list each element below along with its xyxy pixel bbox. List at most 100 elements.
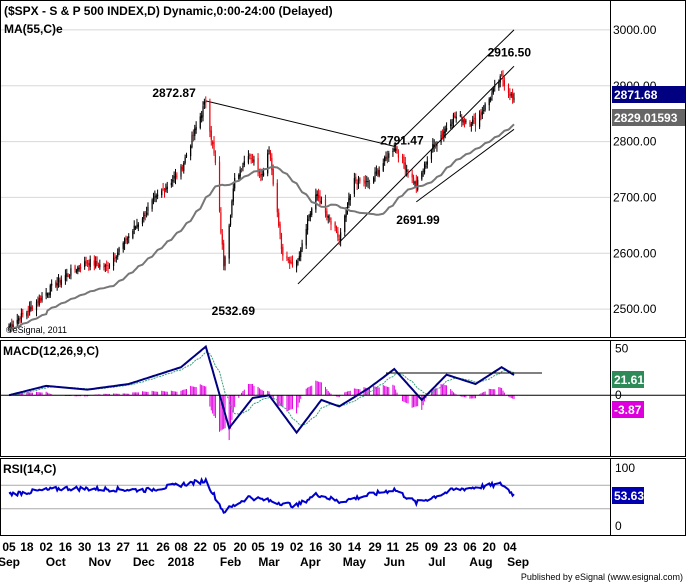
price-annotation: 2532.69 — [212, 304, 256, 318]
candle — [498, 79, 500, 91]
candle — [166, 181, 168, 194]
watermark: ©eSignal, 2011 — [6, 325, 67, 335]
candle — [472, 115, 474, 126]
candle — [412, 174, 415, 185]
candle — [86, 259, 89, 268]
candle — [295, 259, 298, 273]
candle — [327, 214, 329, 224]
x-day-label: 26 — [156, 540, 170, 554]
candle — [378, 166, 380, 178]
candle — [195, 121, 197, 134]
candle — [115, 255, 117, 263]
candle — [99, 259, 101, 270]
candle — [455, 111, 457, 123]
candle — [404, 156, 406, 176]
ma-value-box — [612, 109, 685, 126]
candle — [161, 188, 163, 198]
macd-tick-label: 50 — [615, 341, 629, 355]
candle — [117, 248, 119, 260]
candle — [423, 161, 426, 175]
ma-label: MA(55,C)e — [4, 22, 63, 36]
candle — [126, 236, 128, 245]
candle — [48, 292, 50, 299]
candle — [202, 101, 204, 122]
candle — [297, 258, 299, 266]
candle — [56, 277, 58, 291]
candle — [353, 172, 355, 197]
candle — [282, 243, 284, 261]
candle — [29, 301, 31, 316]
candle — [212, 140, 214, 149]
rsi-value-box — [612, 487, 644, 504]
candle — [231, 199, 233, 218]
candle — [272, 164, 274, 187]
x-month-label: Aug — [469, 555, 492, 569]
price-tick-label: 2700.00 — [613, 190, 657, 204]
candle — [201, 110, 203, 123]
macd-tick-labels: 50 0 — [615, 341, 629, 402]
candle — [443, 126, 445, 142]
candle — [462, 118, 464, 126]
candle — [319, 190, 321, 206]
candle — [403, 154, 405, 169]
x-day-label: 27 — [117, 540, 131, 554]
candle — [97, 262, 100, 268]
candle — [491, 88, 493, 101]
price-tick-label: 3000.00 — [613, 23, 657, 37]
hist-value-box — [612, 401, 644, 418]
candle — [70, 264, 72, 280]
candle — [84, 256, 86, 270]
rsi-tick-label: 0 — [615, 519, 622, 533]
candle — [396, 145, 398, 154]
candle — [334, 221, 336, 232]
candle — [60, 275, 62, 288]
x-day-label: 13 — [97, 540, 111, 554]
candle — [499, 74, 501, 88]
candle — [209, 98, 211, 138]
footer-credit: Published by eSignal (www.esignal.com) — [521, 572, 683, 582]
candle — [165, 183, 167, 193]
candle — [37, 296, 39, 307]
macd-value: 21.61 — [614, 373, 644, 387]
candle — [478, 110, 481, 130]
candle — [363, 176, 365, 187]
candle — [318, 188, 320, 202]
candle — [79, 263, 82, 273]
candle — [382, 158, 384, 172]
x-day-label: 25 — [405, 540, 419, 554]
x-month-label: Dec — [133, 555, 155, 569]
candle — [163, 187, 166, 198]
x-day-label: 02 — [39, 540, 53, 554]
candle — [417, 176, 419, 192]
macd-tick-label: 0 — [615, 388, 622, 402]
candle — [395, 142, 397, 154]
candle — [30, 300, 32, 312]
candle — [480, 109, 482, 121]
candle — [134, 225, 137, 230]
candle — [147, 202, 149, 216]
candle — [483, 105, 485, 115]
price-annotation: 2791.47 — [380, 133, 424, 147]
price-annotations: 2872.87 2916.50 2791.47 2691.99 2532.69 — [152, 46, 531, 318]
candle — [213, 136, 215, 156]
candle — [122, 241, 124, 253]
candle — [503, 76, 505, 91]
trend-line — [205, 100, 395, 147]
candle — [463, 117, 466, 128]
candle — [238, 173, 240, 181]
candle — [249, 153, 251, 160]
price-tick-labels: 3000.002900.002800.002700.002600.002500.… — [613, 23, 657, 316]
candle — [45, 287, 47, 300]
x-month-label: May — [343, 555, 367, 569]
candle — [289, 256, 291, 270]
candle — [335, 225, 338, 234]
candle — [229, 214, 232, 227]
x-month-label: Apr — [300, 555, 321, 569]
candle — [481, 106, 483, 120]
candle — [397, 149, 400, 163]
trend-line — [416, 128, 515, 203]
candle — [329, 214, 331, 223]
candle — [239, 166, 241, 179]
candle — [356, 179, 358, 191]
x-day-label: 23 — [444, 540, 458, 554]
